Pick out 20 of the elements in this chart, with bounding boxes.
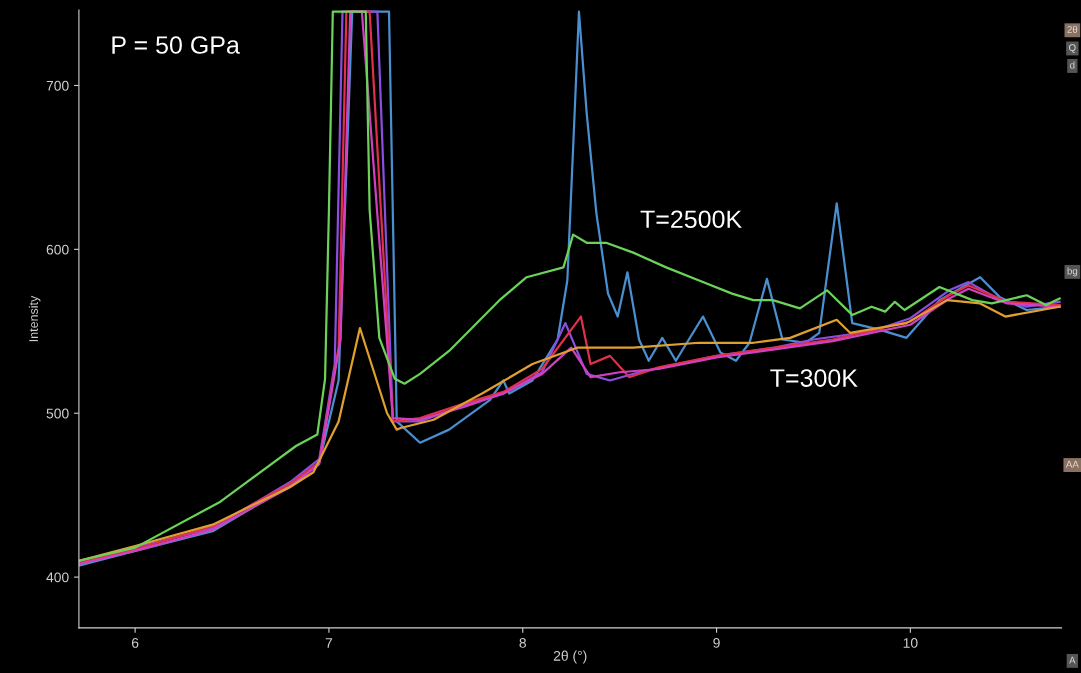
- x-tick-label: 6: [131, 638, 139, 648]
- y-tick-label: 600: [46, 244, 69, 255]
- text: AA: [1065, 460, 1079, 468]
- text: Q: [1069, 44, 1076, 53]
- y-axis-title: Intensity: [28, 295, 41, 342]
- y-tick-label: 700: [46, 80, 69, 91]
- x-tick-label: 9: [713, 638, 720, 648]
- annotation: P = 50 GPa: [112, 36, 240, 54]
- annotation: T=2500K: [640, 210, 742, 229]
- x-tick-label: 7: [325, 638, 333, 648]
- y-tick-label: 400: [46, 572, 69, 583]
- text: bg: [1067, 267, 1078, 277]
- text: 2θ: [1067, 25, 1078, 33]
- annotation: T=300K: [770, 369, 858, 387]
- x-tick-label: 8: [519, 638, 526, 648]
- text: A: [1069, 656, 1076, 664]
- x-axis-title: 2θ (°): [553, 650, 587, 664]
- x-tick-label: 10: [903, 638, 918, 648]
- y-tick-label: 500: [46, 408, 69, 419]
- text: d: [1070, 61, 1075, 69]
